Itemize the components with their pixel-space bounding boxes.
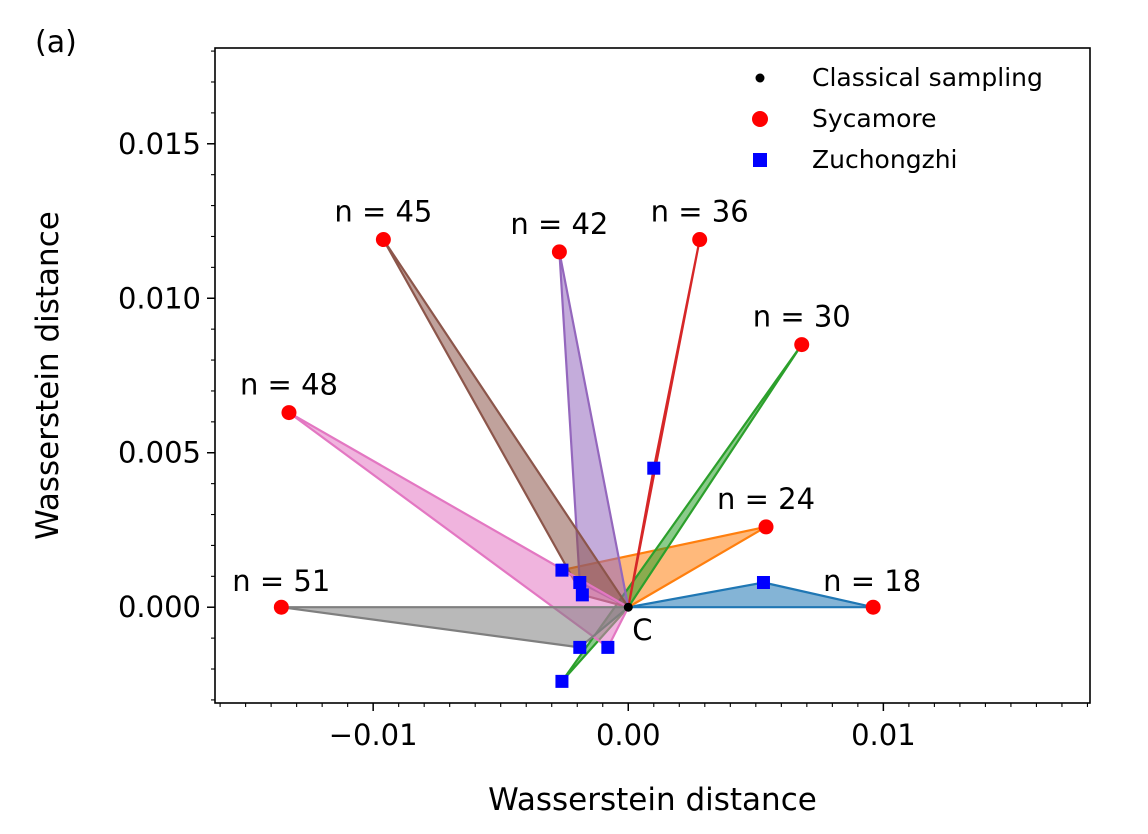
label-n36: n = 36 — [651, 195, 749, 229]
zuchongzhi-point-2 — [601, 640, 615, 654]
sycamore-point-7 — [273, 599, 289, 615]
zuchongzhi-point-7 — [555, 674, 569, 688]
legend-classical-label: Classical sampling — [812, 63, 1043, 92]
sycamore-point-4 — [551, 244, 567, 260]
zuchongzhi-point-3 — [647, 461, 661, 475]
classical-point-label: C — [632, 613, 652, 647]
triangle-n48 — [287, 411, 630, 649]
zuchongzhi-point-4 — [573, 576, 587, 590]
sycamore-point-3 — [692, 232, 708, 248]
sycamore-point-1 — [758, 519, 774, 535]
zuchongzhi-point-6 — [573, 640, 587, 654]
sycamore-point-0 — [865, 599, 881, 615]
triangle-n51 — [280, 606, 630, 649]
panel-label: (a) — [35, 25, 77, 60]
sycamore-point-6 — [281, 405, 297, 421]
legend-zuchongzhi-label: Zuchongzhi — [812, 145, 957, 174]
y-tick-label: 0.000 — [118, 590, 201, 624]
label-n48: n = 48 — [240, 368, 338, 402]
y-axis-label: Wasserstein distance — [30, 211, 66, 540]
zuchongzhi-point-0 — [756, 576, 770, 590]
legend-zuchongzhi-marker — [753, 153, 767, 167]
sycamore-point-2 — [794, 337, 810, 353]
triangle-n36 — [627, 238, 701, 609]
y-tick-label: 0.015 — [118, 127, 201, 161]
label-n30: n = 30 — [753, 300, 851, 334]
label-n24: n = 24 — [717, 482, 815, 516]
classical-sampling-point-0 — [623, 602, 633, 612]
triangle-n18 — [627, 581, 875, 609]
label-n18: n = 18 — [823, 564, 921, 598]
legend-classical-marker — [755, 73, 765, 83]
triangle-layer — [280, 238, 875, 683]
tick-layer: −0.01 0.00 0.01 0.000 0.005 0.010 0.015 — [118, 50, 1088, 752]
y-tick-label: 0.005 — [118, 436, 201, 470]
legend-sycamore-label: Sycamore — [812, 104, 937, 133]
x-tick-label: 0.01 — [851, 718, 916, 752]
legend-sycamore-marker — [752, 111, 768, 127]
label-n45: n = 45 — [334, 195, 432, 229]
zuchongzhi-point-5 — [575, 588, 589, 602]
annotation-layer: n = 18 n = 24 n = 30 n = 36 n = 42 n = 45 n = … — [232, 195, 921, 648]
x-tick-label: −0.01 — [329, 718, 418, 752]
zuchongzhi-point-1 — [555, 563, 569, 577]
plot-frame — [214, 47, 1091, 704]
label-n51: n = 51 — [232, 564, 330, 598]
x-axis-label: Wasserstein distance — [488, 782, 817, 818]
legend: Classical sampling Sycamore Zuchongzhi — [752, 63, 1043, 174]
marker-layer — [273, 232, 881, 688]
label-n42: n = 42 — [510, 207, 608, 241]
sycamore-point-5 — [375, 232, 391, 248]
y-tick-label: 0.010 — [118, 281, 201, 315]
x-tick-label: 0.00 — [596, 718, 661, 752]
